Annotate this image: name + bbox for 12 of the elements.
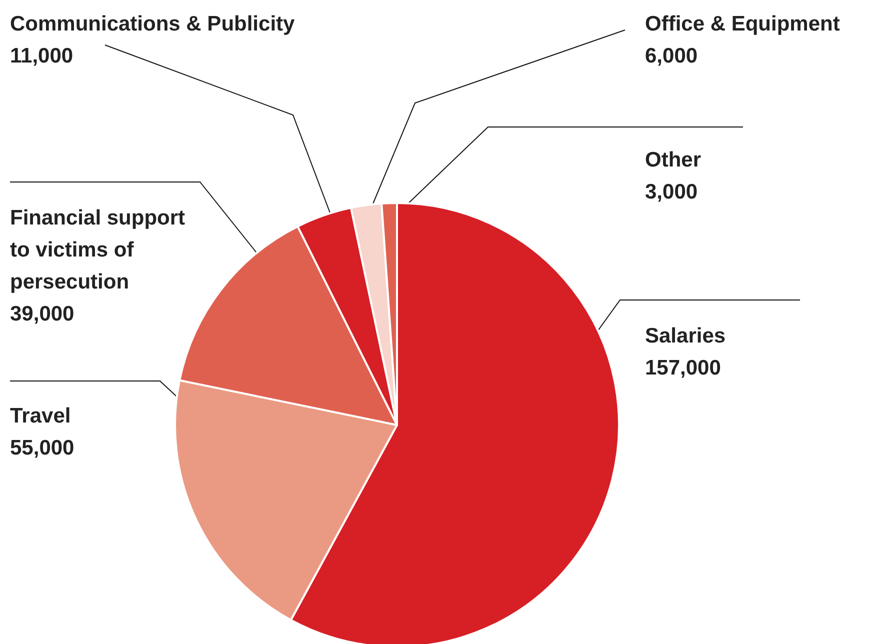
slice-label: Salaries bbox=[645, 324, 726, 348]
data-label: 6,000 bbox=[645, 44, 698, 68]
data-label: 3,000 bbox=[645, 180, 698, 204]
data-label: 11,000 bbox=[10, 44, 74, 68]
slice-label: Communications & Publicity bbox=[10, 12, 296, 36]
data-label: 55,000 bbox=[10, 436, 74, 460]
slice-label: Financial support to victims of persecution bbox=[10, 206, 191, 294]
slice-label: Office & Equipment bbox=[645, 12, 840, 36]
slice-label: Other bbox=[645, 148, 702, 172]
data-label: 157,000 bbox=[645, 356, 721, 380]
data-label: 39,000 bbox=[10, 302, 74, 326]
slice-label: Travel bbox=[10, 404, 71, 428]
